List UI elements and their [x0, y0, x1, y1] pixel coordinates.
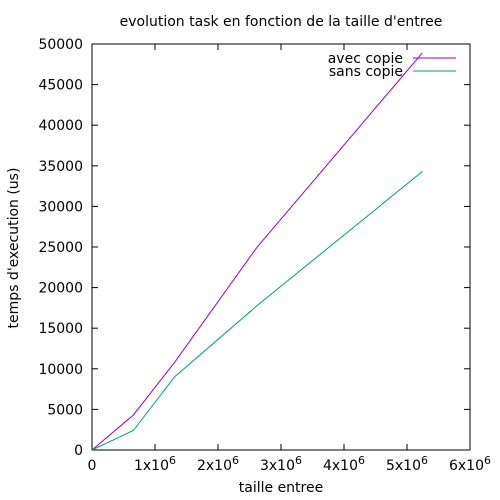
y-tick-label: 20000 — [38, 281, 83, 297]
x-tick-label: 3x106 — [260, 454, 302, 474]
series-line-sans-copie — [91, 171, 423, 451]
chart-title: evolution task en fonction de la taille … — [120, 14, 443, 30]
x-tick-label-base: 6x10 — [449, 458, 484, 474]
plot-frame — [91, 43, 471, 451]
x-tick-label: 6x106 — [449, 454, 491, 474]
x-tick-label-base: 4x10 — [323, 458, 358, 474]
x-tick-label-exponent: 6 — [295, 454, 302, 467]
y-tick-label: 25000 — [38, 240, 83, 256]
series-lines — [91, 52, 423, 451]
y-tick-label: 45000 — [38, 78, 83, 94]
y-axis: 0 5000 10000 15000 20000 25000 30000 35000 40000… — [38, 37, 470, 459]
x-tick-label: 5x106 — [386, 454, 428, 474]
x-tick-label-exponent: 6 — [421, 454, 428, 467]
y-axis-label: temps d'execution (us) — [6, 168, 22, 329]
x-tick-label: 0 — [88, 458, 97, 474]
x-tick-label: 1x106 — [134, 454, 176, 474]
series-line-avec-copie — [91, 52, 423, 451]
x-axis: 0 1x106 2x106 3x106 4x106 5x106 6x106 — [88, 44, 491, 474]
x-tick-label-base: 5x10 — [386, 458, 421, 474]
y-tick-label: 0 — [74, 443, 83, 459]
x-tick-label-base: 0 — [88, 458, 97, 474]
x-tick-label-exponent: 6 — [484, 454, 491, 467]
x-tick-label-base: 2x10 — [197, 458, 232, 474]
y-tick-label: 10000 — [38, 362, 83, 378]
x-tick-label: 2x106 — [197, 454, 239, 474]
y-tick-label: 50000 — [38, 37, 83, 53]
x-tick-label: 4x106 — [323, 454, 365, 474]
legend-label: avec copie — [328, 51, 403, 67]
y-tick-label: 35000 — [38, 159, 83, 175]
legend-label: sans copie — [329, 64, 403, 80]
y-tick-label: 30000 — [38, 199, 83, 215]
plot-border — [91, 43, 471, 451]
y-tick-label: 40000 — [38, 118, 83, 134]
x-tick-label-base: 1x10 — [134, 458, 169, 474]
x-tick-label-exponent: 6 — [358, 454, 365, 467]
x-tick-label-base: 3x10 — [260, 458, 295, 474]
y-tick-label: 5000 — [47, 402, 83, 418]
x-tick-label-exponent: 6 — [169, 454, 176, 467]
x-axis-label: taille entree — [239, 480, 323, 496]
y-tick-label: 15000 — [38, 321, 83, 337]
x-tick-label-exponent: 6 — [232, 454, 239, 467]
